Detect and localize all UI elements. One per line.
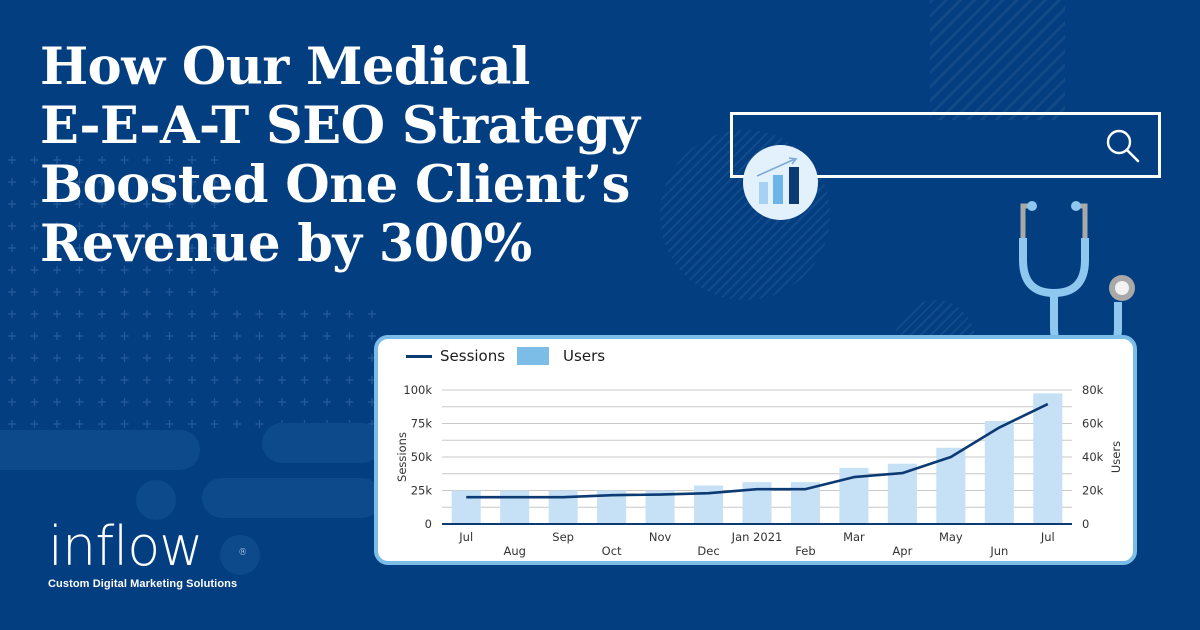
svg-text:80k: 80k [1082, 383, 1104, 397]
users-bar [984, 420, 1014, 524]
sessions-users-chart: 0 25k 50k 75k 100k 0 20k 40k 60k 80k Sessions Users… [395, 383, 1123, 558]
svg-text:Aug: Aug [503, 544, 525, 558]
users-bar [500, 490, 530, 524]
headline-line-3: Boosted One Client’s [40, 155, 630, 215]
svg-text:100k: 100k [403, 383, 432, 397]
logo-tagline: Custom Digital Marketing Solutions [48, 578, 238, 590]
svg-text:40k: 40k [1082, 450, 1104, 464]
bg-dot [220, 535, 260, 575]
svg-text:Jun: Jun [989, 544, 1008, 558]
svg-text:25k: 25k [411, 484, 433, 498]
users-bar [1033, 393, 1063, 524]
headline-line-4: Revenue by 300% [40, 214, 532, 274]
chart-legend: Sessions Users [406, 347, 605, 365]
search-icon[interactable] [1104, 127, 1142, 165]
bg-pill [0, 430, 200, 470]
bg-pill [262, 423, 382, 463]
svg-text:Jul: Jul [1040, 530, 1055, 544]
bg-stripes [930, 0, 1065, 120]
search-bar[interactable] [730, 112, 1161, 178]
chart-card: Sessions Users 0 25k 50k 75k 100k 0 20k 40k 60k 8… [374, 335, 1137, 565]
bg-dot [136, 480, 176, 520]
svg-text:Sessions: Sessions [395, 432, 409, 482]
svg-text:Users: Users [1109, 441, 1123, 473]
svg-text:Feb: Feb [795, 544, 815, 558]
svg-text:Dec: Dec [697, 544, 719, 558]
svg-text:Nov: Nov [649, 530, 672, 544]
svg-text:May: May [939, 530, 963, 544]
svg-text:Sep: Sep [552, 530, 574, 544]
svg-text:Apr: Apr [892, 544, 912, 558]
legend-sessions-label: Sessions [440, 347, 506, 365]
svg-text:20k: 20k [1082, 484, 1104, 498]
users-bar [645, 490, 675, 524]
users-bar [451, 490, 481, 524]
logo-wordmark: inflow ® [48, 515, 247, 578]
svg-text:Jul: Jul [458, 530, 473, 544]
headline-line-2: E-E-A-T SEO Strategy [40, 96, 640, 156]
svg-text:75k: 75k [411, 417, 433, 431]
bar-chart-growth-icon [743, 145, 818, 220]
legend-users-label: Users [563, 347, 606, 365]
svg-text:0: 0 [425, 517, 432, 531]
inflow-logo: inflow ® Custom Digital Marketing Solutio… [48, 515, 247, 591]
headline-line-1: How Our Medical [40, 37, 530, 97]
svg-text:Mar: Mar [843, 530, 865, 544]
legend-users-swatch [517, 347, 550, 365]
svg-text:Jan 2021: Jan 2021 [731, 530, 783, 544]
page-title: How Our Medical E-E-A-T SEO Strategy Boo… [40, 38, 720, 274]
legend-sessions-swatch [406, 354, 432, 358]
bg-pill [202, 478, 382, 518]
svg-text:0: 0 [1082, 517, 1089, 531]
svg-text:50k: 50k [411, 450, 433, 464]
sessions-line [466, 402, 1049, 499]
svg-text:60k: 60k [1082, 417, 1104, 431]
svg-text:Oct: Oct [602, 544, 622, 558]
